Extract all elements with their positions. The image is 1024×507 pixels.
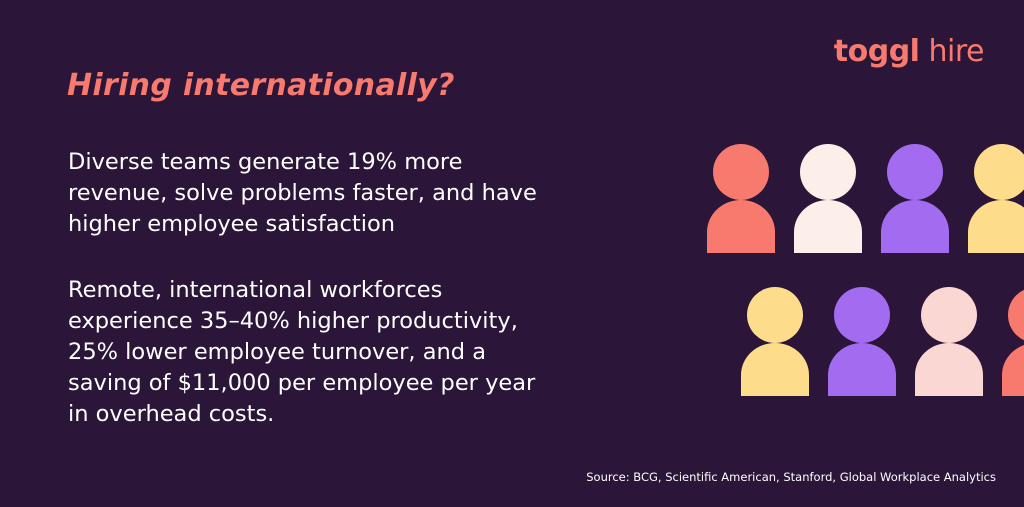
title: Hiring internationally?	[67, 68, 455, 103]
person	[1002, 289, 1024, 396]
person	[828, 287, 896, 396]
logo-brand: toggl	[833, 34, 920, 69]
logo: toggl hire	[833, 34, 985, 69]
text-line: Remote, international workforces	[68, 277, 443, 303]
text-line: higher employee satisfaction	[68, 211, 395, 237]
text-line: 25% lower employee turnover, and a	[68, 339, 486, 365]
paragraph: Remote, international workforces experien…	[68, 275, 535, 430]
logo-product: hire	[928, 34, 985, 69]
person	[794, 144, 862, 253]
text-line: revenue, solve problems faster, and have	[68, 180, 537, 206]
person	[741, 287, 809, 396]
person	[707, 144, 775, 253]
source-note: Source: BCG, Scientific American, Stanfo…	[586, 470, 996, 484]
text-line: experience 35–40% higher productivity,	[68, 308, 518, 334]
paragraph: Diverse teams generate 19% more revenue, …	[68, 147, 537, 240]
person	[881, 144, 949, 253]
person	[968, 144, 1024, 253]
person	[915, 287, 983, 396]
text-line: saving of $11,000 per employee per year	[68, 370, 536, 396]
text-line: Diverse teams generate 19% more	[68, 149, 463, 175]
text-line: in overhead costs.	[68, 401, 275, 427]
